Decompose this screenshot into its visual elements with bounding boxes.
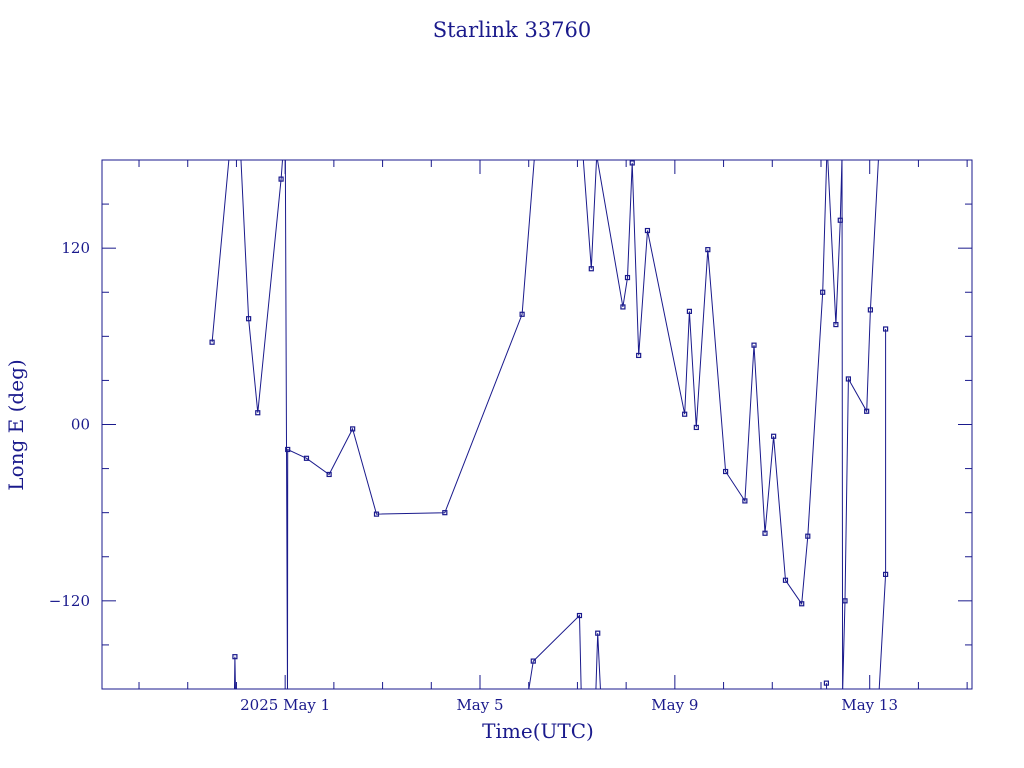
data-point (742, 498, 748, 504)
data-point (588, 266, 594, 272)
data-point (636, 352, 642, 359)
data-point (823, 680, 830, 686)
y-axis-label: Long E (deg) (4, 359, 28, 490)
y-tick-label: 120 (61, 239, 90, 257)
y-tick-label: −120 (49, 592, 90, 610)
data-point (751, 342, 757, 348)
data-point (442, 510, 448, 516)
data-point (842, 598, 848, 604)
data-point (595, 630, 601, 636)
data-point (883, 326, 889, 332)
x-tick-label: May 9 (651, 696, 698, 714)
plot-frame (101, 159, 973, 690)
data-point (762, 530, 768, 536)
data-point (722, 468, 729, 475)
data-point (820, 289, 826, 295)
data-point (686, 308, 693, 314)
x-tick-label: May 13 (841, 696, 898, 714)
series-line (595, 633, 601, 689)
series-lines (211, 160, 887, 689)
data-point (845, 376, 851, 382)
chart-title: Starlink 33760 (433, 18, 592, 42)
y-tick-labels: 120 00 −120 (49, 239, 90, 610)
data-point (837, 217, 843, 223)
series-line (211, 160, 879, 689)
data-point (350, 426, 356, 432)
data-point (373, 511, 380, 517)
y-tick-label: 00 (71, 416, 90, 434)
series-line (233, 656, 236, 689)
data-point (246, 316, 252, 322)
data-markers (209, 160, 889, 686)
data-point (644, 227, 651, 234)
data-point (624, 274, 631, 281)
plot-border (101, 159, 973, 690)
data-point (209, 339, 215, 345)
data-point (693, 424, 699, 431)
data-point (782, 577, 789, 583)
data-point (255, 410, 261, 416)
data-point (576, 612, 583, 619)
data-point (620, 304, 626, 310)
data-point (864, 408, 870, 414)
data-point (629, 160, 635, 166)
x-tick-label: 2025 May 1 (240, 696, 330, 714)
data-point (232, 654, 238, 660)
data-point (326, 471, 332, 478)
x-tick-labels: 2025 May 1 May 5 May 9 May 13 (240, 696, 898, 714)
axis-ticks (102, 160, 972, 689)
data-point (799, 601, 805, 607)
data-point (303, 455, 310, 461)
series-line (528, 614, 582, 689)
data-point (705, 247, 711, 253)
data-point (519, 311, 525, 317)
data-point (530, 658, 536, 664)
x-tick-label: May 5 (456, 696, 503, 714)
data-point (682, 411, 688, 417)
data-point (285, 446, 291, 453)
series-line (878, 329, 887, 689)
x-axis-label: Time(UTC) (482, 719, 594, 743)
data-point (833, 321, 839, 328)
data-point (867, 307, 873, 313)
data-point (278, 176, 284, 182)
data-point (771, 433, 777, 439)
data-point (883, 571, 889, 577)
data-point (805, 533, 811, 539)
